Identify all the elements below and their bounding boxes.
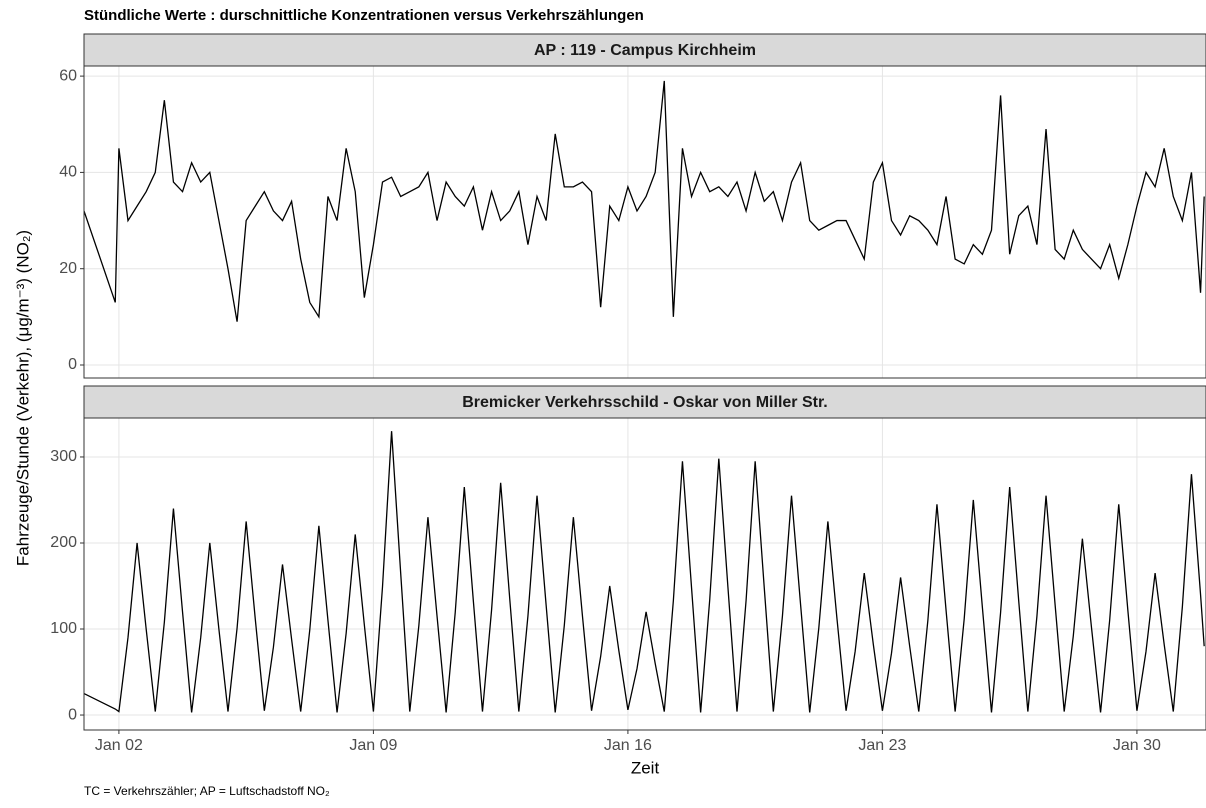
y-tick-label: 60	[59, 67, 77, 84]
strip	[83, 33, 1206, 67]
x-tick-label: Jan 02	[95, 737, 143, 754]
facet-title: Bremicker Verkehrsschild - Oskar von Mil…	[462, 394, 828, 411]
caption: TC = Verkehrszähler; AP = Luftschadstoff…	[84, 784, 330, 798]
x-tick-label: Jan 09	[349, 737, 397, 754]
y-tick-label: 200	[50, 534, 77, 551]
y-tick-label: 100	[50, 620, 77, 637]
y-tick-label: 40	[59, 164, 77, 181]
facet-title: AP : 119 - Campus Kirchheim	[534, 42, 756, 59]
x-axis-title: Zeit	[631, 758, 660, 777]
y-tick-label: 0	[68, 706, 77, 723]
x-tick-label: Jan 23	[858, 737, 906, 754]
panel	[84, 418, 1206, 730]
chart-title: Stündliche Werte : durschnittliche Konze…	[84, 7, 644, 24]
panel	[84, 66, 1206, 378]
y-tick-label: 20	[59, 260, 77, 277]
line	[84, 431, 1205, 713]
x-tick-label: Jan 30	[1113, 737, 1161, 754]
x-tick-label: Jan 16	[604, 737, 652, 754]
y-tick-label: 0	[68, 356, 77, 373]
panel-border	[83, 417, 1206, 731]
line	[84, 80, 1205, 322]
panel-border	[83, 65, 1206, 379]
y-axis-title: Fahrzeuge/Stunde (Verkehr), (μg/m⁻³) (NO…	[13, 230, 32, 566]
y-tick-label: 300	[50, 448, 77, 465]
